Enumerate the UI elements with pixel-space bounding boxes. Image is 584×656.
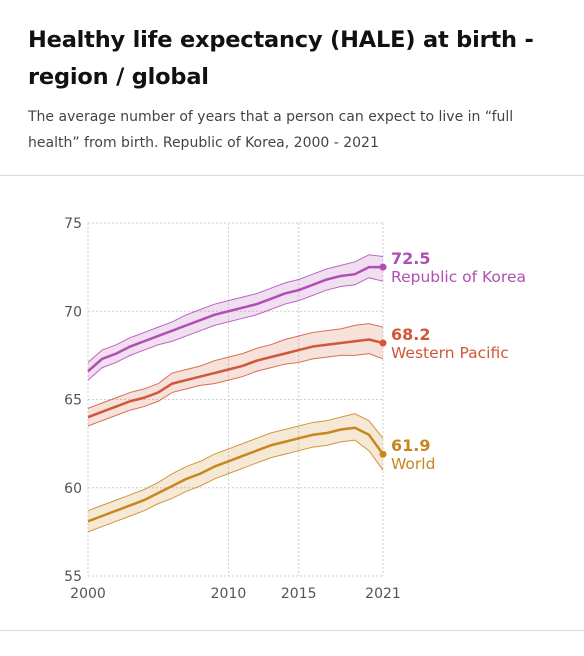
western-pacific-end-value: 68.2 [391, 325, 430, 344]
world-series-label: World [391, 455, 435, 473]
x-tick-label-2000: 2000 [70, 586, 106, 602]
western-pacific-series-label: Western Pacific [391, 344, 509, 362]
x-tick-label-2015: 2015 [281, 586, 317, 602]
western-pacific-line [87, 338, 384, 419]
bottom-divider [0, 630, 584, 631]
chart-title: Healthy life expectancy (HALE) at birth … [28, 27, 534, 90]
world-end-point [379, 450, 387, 458]
western-pacific-lower-bound [87, 353, 384, 427]
western-pacific-end-point [379, 339, 387, 347]
y-tick-label-65: 65 [64, 393, 82, 409]
world-lower-bound [87, 439, 384, 533]
y-tick-label-70: 70 [64, 304, 82, 320]
world-band [88, 413, 383, 532]
x-tick-label-2021: 2021 [365, 586, 401, 602]
republic-of-korea-series-label: Republic of Korea [391, 268, 526, 286]
y-tick-label-55: 55 [64, 569, 82, 585]
republic-of-korea-lower-bound [87, 277, 384, 381]
western-pacific-upper-bound [87, 323, 384, 409]
y-tick-label-60: 60 [64, 481, 82, 497]
world-upper-bound [87, 413, 384, 512]
republic-of-korea-end-point [379, 263, 387, 271]
western-pacific-band [88, 323, 383, 426]
chart-header: Healthy life expectancy (HALE) at birth … [28, 22, 568, 156]
top-divider [0, 175, 584, 176]
republic-of-korea-line [87, 265, 383, 373]
republic-of-korea-end-value: 72.5 [391, 249, 430, 268]
world-line [87, 426, 385, 523]
chart-subtitle: The average number of years that a perso… [28, 109, 514, 151]
y-tick-label-75: 75 [64, 216, 82, 232]
republic-of-korea-upper-bound [87, 254, 384, 363]
world-end-value: 61.9 [391, 436, 430, 455]
x-tick-label-2010: 2010 [211, 586, 247, 602]
